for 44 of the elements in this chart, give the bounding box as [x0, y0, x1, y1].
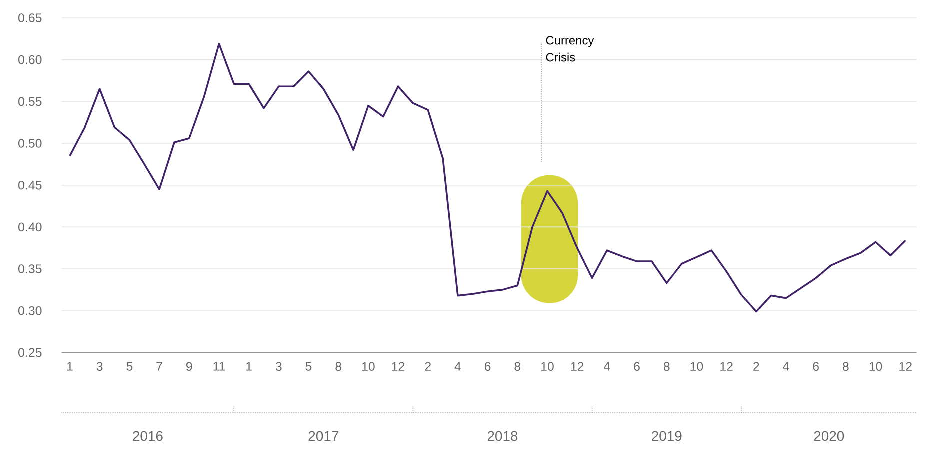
- x-tick-label: 3: [96, 362, 103, 372]
- x-tick-label: 6: [813, 362, 819, 372]
- y-tick-label: 0.25: [18, 348, 42, 358]
- x-tick-label: 9: [186, 362, 192, 372]
- x-tick-label: 12: [900, 362, 912, 371]
- x-tick-label: 8: [664, 362, 670, 372]
- x-tick-label: 10: [870, 362, 882, 372]
- y-tick-label: 0.60: [18, 55, 42, 64]
- x-tick-label: 1: [67, 362, 73, 371]
- x-tick-label: 6: [484, 362, 491, 372]
- text: 2017: [308, 431, 338, 442]
- x-tick-label: 8: [514, 362, 521, 372]
- x-tick-label: 12: [720, 362, 733, 371]
- x-tick-label: 5: [126, 362, 133, 371]
- x-tick-label: 4: [604, 362, 610, 371]
- y-tick-label: 0.45: [18, 180, 42, 190]
- x-tick-label: 4: [454, 362, 462, 371]
- x-tick-label: 2: [754, 362, 760, 371]
- text: 2016: [133, 431, 163, 442]
- text: 2018: [488, 431, 518, 442]
- y-tick-label: 0.40: [18, 222, 42, 232]
- y-tick-label: 0.50: [18, 139, 42, 148]
- x-tick-label: 10: [690, 362, 704, 372]
- x-tick-label: 5: [306, 362, 312, 371]
- x-tick-label: 10: [362, 362, 375, 372]
- x-tick-label: 10: [542, 362, 554, 372]
- x-tick-label: 4: [783, 362, 790, 371]
- x-tick-label: 6: [634, 362, 640, 372]
- x-tick-label: 12: [392, 362, 405, 371]
- y-tick-label: 0.30: [18, 306, 42, 316]
- annotation: Currency Crisis: [546, 36, 594, 62]
- x-tick-label: 1: [246, 362, 252, 371]
- y-tick-label: 0.55: [18, 97, 42, 106]
- x-tick-label: 8: [336, 362, 342, 372]
- text: 2020: [814, 431, 844, 442]
- x-tick-label: 3: [276, 362, 282, 372]
- x-tick-label: 2: [425, 362, 431, 371]
- y-tick-label: 0.35: [18, 264, 42, 274]
- x-tick-label: 12: [571, 362, 584, 371]
- text: 2019: [652, 431, 682, 442]
- x-tick-label: 11: [214, 362, 226, 371]
- x-tick-label: 8: [843, 362, 849, 372]
- x-tick-label: 7: [156, 362, 162, 371]
- y-tick-label: 0.65: [18, 14, 42, 22]
